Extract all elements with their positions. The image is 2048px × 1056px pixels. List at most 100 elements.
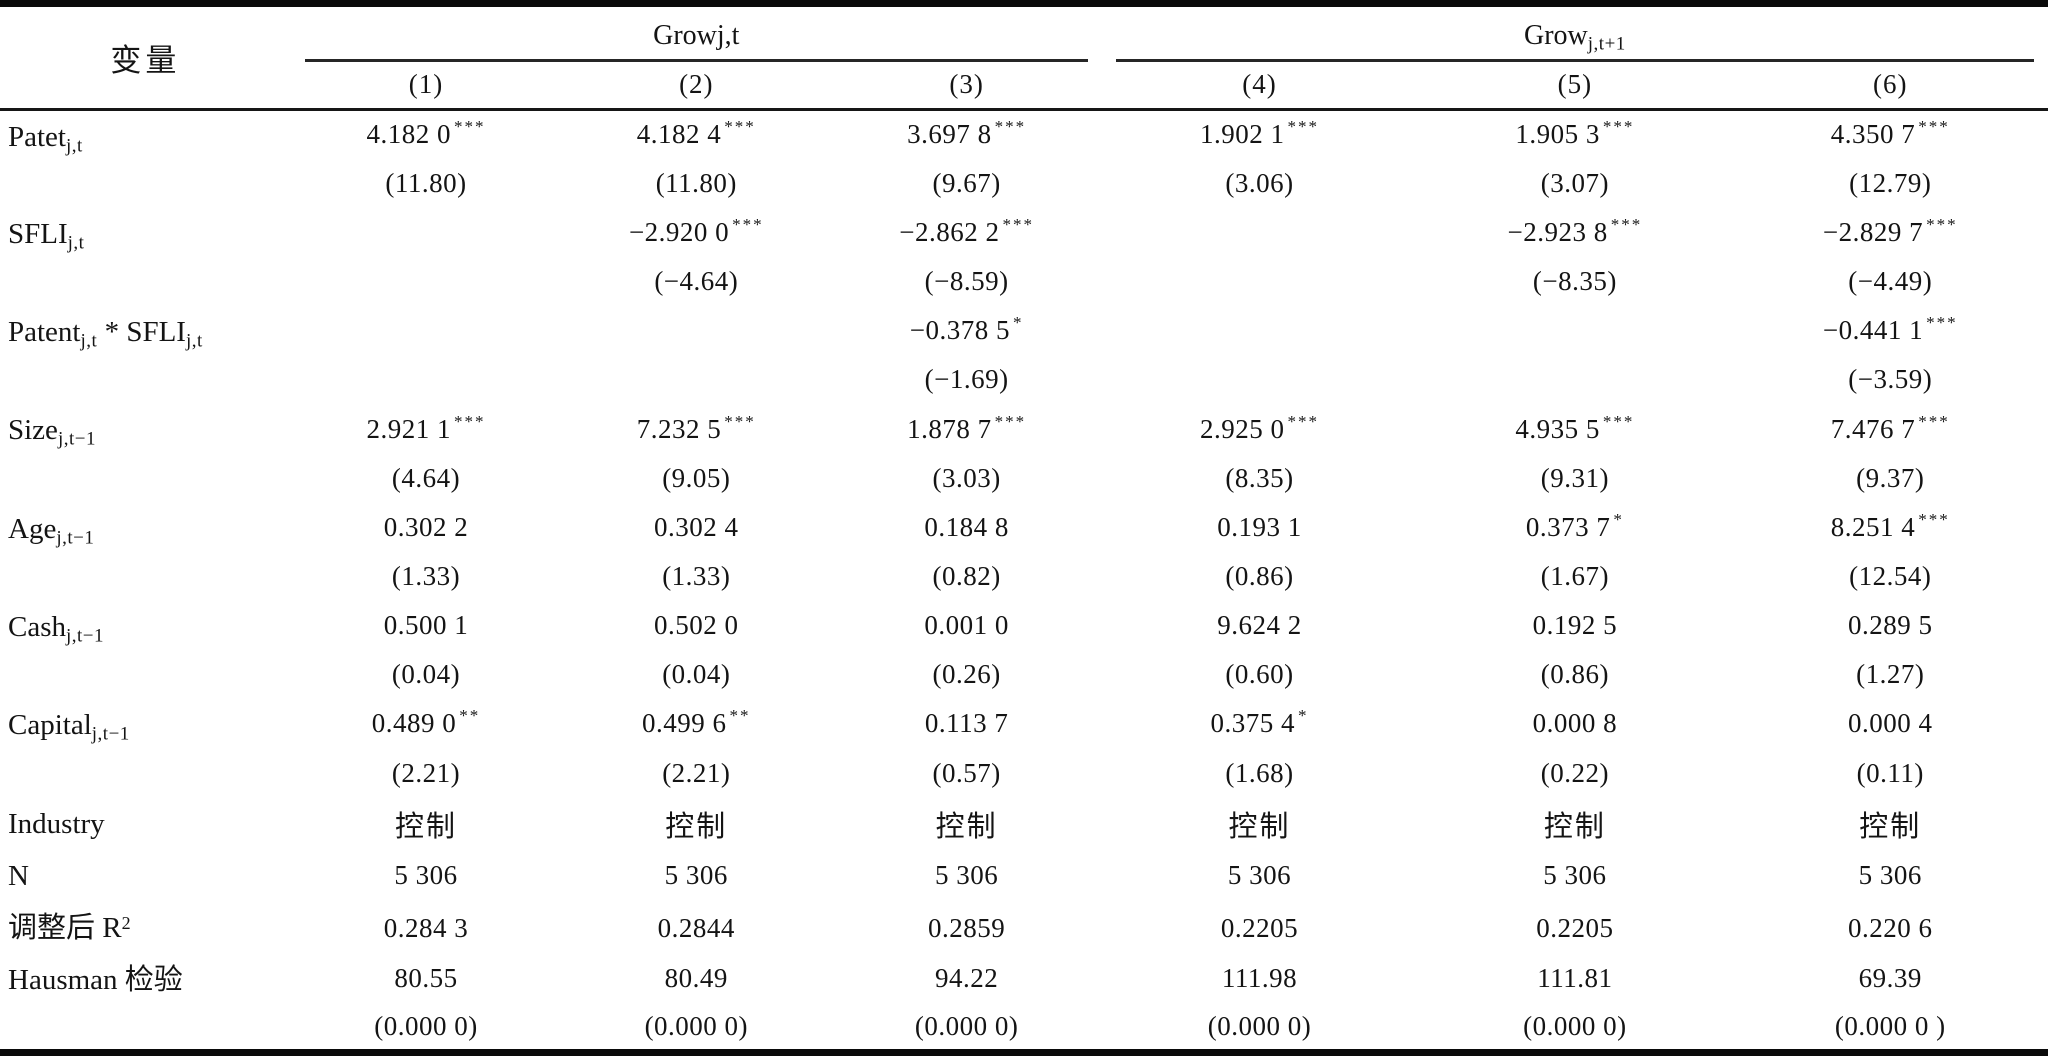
cell-value: 80.55 — [394, 963, 458, 994]
coefficient-cell — [1102, 208, 1417, 257]
tstat-cell: (9.05) — [561, 454, 831, 503]
coefficient-cell: 111.98 — [1102, 954, 1417, 1003]
table-row: Patetj,t 4.182 0 *** 4.182 4 *** 3.697 8 *** 1.… — [0, 110, 2048, 159]
value-cell: 5 306 — [831, 850, 1101, 902]
label-subscript: j,t — [67, 232, 85, 254]
significance-stars: *** — [1918, 411, 1950, 431]
cell-value: 4.350 7 — [1830, 119, 1916, 150]
cell-value: 1.905 3 — [1515, 119, 1600, 150]
value-cell: 0.2844 — [561, 902, 831, 954]
tstat-cell — [291, 355, 561, 404]
coefficient-cell: 0.000 8 — [1417, 699, 1732, 748]
tstat-cell: (3.07) — [1417, 159, 1732, 208]
significance-stars: *** — [1926, 313, 1958, 333]
significance-stars: *** — [1610, 214, 1643, 234]
coefficient-cell: −2.923 8 *** — [1417, 208, 1732, 257]
variables-header: 变量 — [0, 3, 291, 111]
row-label: Industry — [0, 798, 291, 850]
table-row: (0.000 0) (0.000 0) (0.000 0) (0.000 0) (0.0… — [0, 1003, 2048, 1052]
table-row: 调整后 R2 0.284 3 0.2844 0.2859 0.2205 0.2205 0.2… — [0, 902, 2048, 954]
header-column-row: (1) (2) (3) (4) (5) (6) — [0, 61, 2048, 111]
significance-stars: * — [1013, 313, 1024, 333]
tstat-cell: (0.000 0) — [1102, 1003, 1417, 1052]
value-cell: 0.284 3 — [291, 902, 561, 954]
cell-value: 控制 — [1859, 810, 1922, 843]
coefficient-cell — [1102, 306, 1417, 355]
table-row: Agej,t−1 0.302 2 0.302 4 0.184 8 0.193 1 0.37… — [0, 503, 2048, 552]
coefficient-cell: 1.878 7 *** — [831, 404, 1101, 453]
table-row: Capitalj,t−1 0.489 0 ** 0.499 6 ** 0.113 7 0.3… — [0, 699, 2048, 748]
model-column-header: (3) — [831, 61, 1102, 111]
label-subscript: j,t — [66, 135, 83, 157]
cell-value: −2.923 8 — [1507, 216, 1608, 247]
coefficient-cell: 80.49 — [561, 954, 831, 1003]
cell-value: 0.113 7 — [924, 708, 1009, 739]
tstat-cell: (2.21) — [291, 749, 561, 798]
cell-value: 5 306 — [664, 860, 728, 891]
label-text: Industry — [8, 807, 105, 840]
coefficient-cell: 7.232 5 *** — [561, 404, 831, 453]
cell-value: (1.67) — [1540, 560, 1609, 591]
significance-stars: *** — [994, 411, 1027, 431]
tstat-cell — [1417, 355, 1732, 404]
tstat-cell: (−4.64) — [561, 257, 831, 306]
cell-value: (11.80) — [385, 167, 467, 198]
tstat-cell: (2.21) — [561, 749, 831, 798]
table-row: (−4.64) (−8.59) (−8.35) (−4.49) — [0, 257, 2048, 306]
tstat-cell: (3.03) — [831, 454, 1101, 503]
significance-stars: *** — [1926, 214, 1958, 234]
coefficient-cell: 80.55 — [291, 954, 561, 1003]
significance-stars: *** — [1287, 411, 1319, 431]
cell-value: (−4.64) — [654, 266, 739, 297]
cell-value: (3.03) — [932, 462, 1001, 493]
tstat-cell: (3.06) — [1102, 159, 1417, 208]
label-text: Age — [8, 512, 57, 545]
row-label: Sizej,t−1 — [0, 404, 291, 502]
significance-stars: *** — [724, 411, 756, 431]
value-cell: 5 306 — [561, 850, 831, 902]
tstat-cell: (1.33) — [561, 552, 831, 601]
tstat-cell: (0.000 0) — [291, 1003, 561, 1052]
cell-value: 0.499 6 — [642, 708, 727, 739]
cell-value: (9.05) — [662, 462, 731, 493]
row-label: Hausman 检验 — [0, 954, 291, 1052]
tstat-cell: (1.68) — [1102, 749, 1417, 798]
cell-value: 控制 — [394, 810, 457, 843]
tstat-cell: (0.000 0) — [831, 1003, 1101, 1052]
cell-value: 4.935 5 — [1515, 413, 1600, 444]
significance-stars: ** — [729, 706, 751, 726]
tstat-cell: (8.35) — [1102, 454, 1417, 503]
table-row: (4.64) (9.05) (3.03) (8.35) (9.31) (9.37) — [0, 454, 2048, 503]
tstat-cell: (0.22) — [1417, 749, 1732, 798]
value-cell: 0.220 6 — [1733, 902, 2048, 954]
tstat-cell: (−4.49) — [1733, 257, 2048, 306]
cell-value: (0.86) — [1540, 659, 1609, 690]
cell-value: 控制 — [665, 810, 728, 843]
cell-value: (1.33) — [391, 560, 461, 591]
cell-value: 1.902 1 — [1199, 119, 1285, 150]
model-column-header: (6) — [1732, 61, 2048, 111]
cell-value: (0.82) — [932, 560, 1001, 591]
cell-value: −2.920 0 — [628, 216, 730, 247]
significance-stars: *** — [1918, 117, 1950, 137]
coefficient-cell: 1.905 3 *** — [1417, 110, 1732, 159]
value-cell: 控制 — [1733, 798, 2048, 850]
coefficient-cell: 0.502 0 — [561, 601, 831, 650]
value-cell: 控制 — [1102, 798, 1417, 850]
label-text: Grow — [1524, 19, 1588, 51]
coefficient-cell — [561, 306, 831, 355]
table-row: N 5 306 5 306 5 306 5 306 5 306 5 306 — [0, 850, 2048, 902]
cell-value: (−8.59) — [924, 266, 1009, 297]
cell-value: 0.373 7 — [1525, 511, 1611, 542]
cell-value: (−3.59) — [1848, 364, 1933, 395]
row-label: Capitalj,t−1 — [0, 699, 291, 797]
cell-value: (12.79) — [1849, 167, 1932, 198]
model-column-header: (5) — [1417, 61, 1733, 111]
coefficient-cell: 0.001 0 — [831, 601, 1101, 650]
table-row: Sizej,t−1 2.921 1 *** 7.232 5 *** 1.878 7 *** 2… — [0, 404, 2048, 453]
cell-value: (0.57) — [932, 757, 1001, 788]
coefficient-cell: 0.373 7 * — [1417, 503, 1732, 552]
cell-value: 控制 — [1543, 810, 1606, 843]
cell-value: 94.22 — [935, 963, 999, 994]
row-label: Patetj,t — [0, 110, 291, 208]
